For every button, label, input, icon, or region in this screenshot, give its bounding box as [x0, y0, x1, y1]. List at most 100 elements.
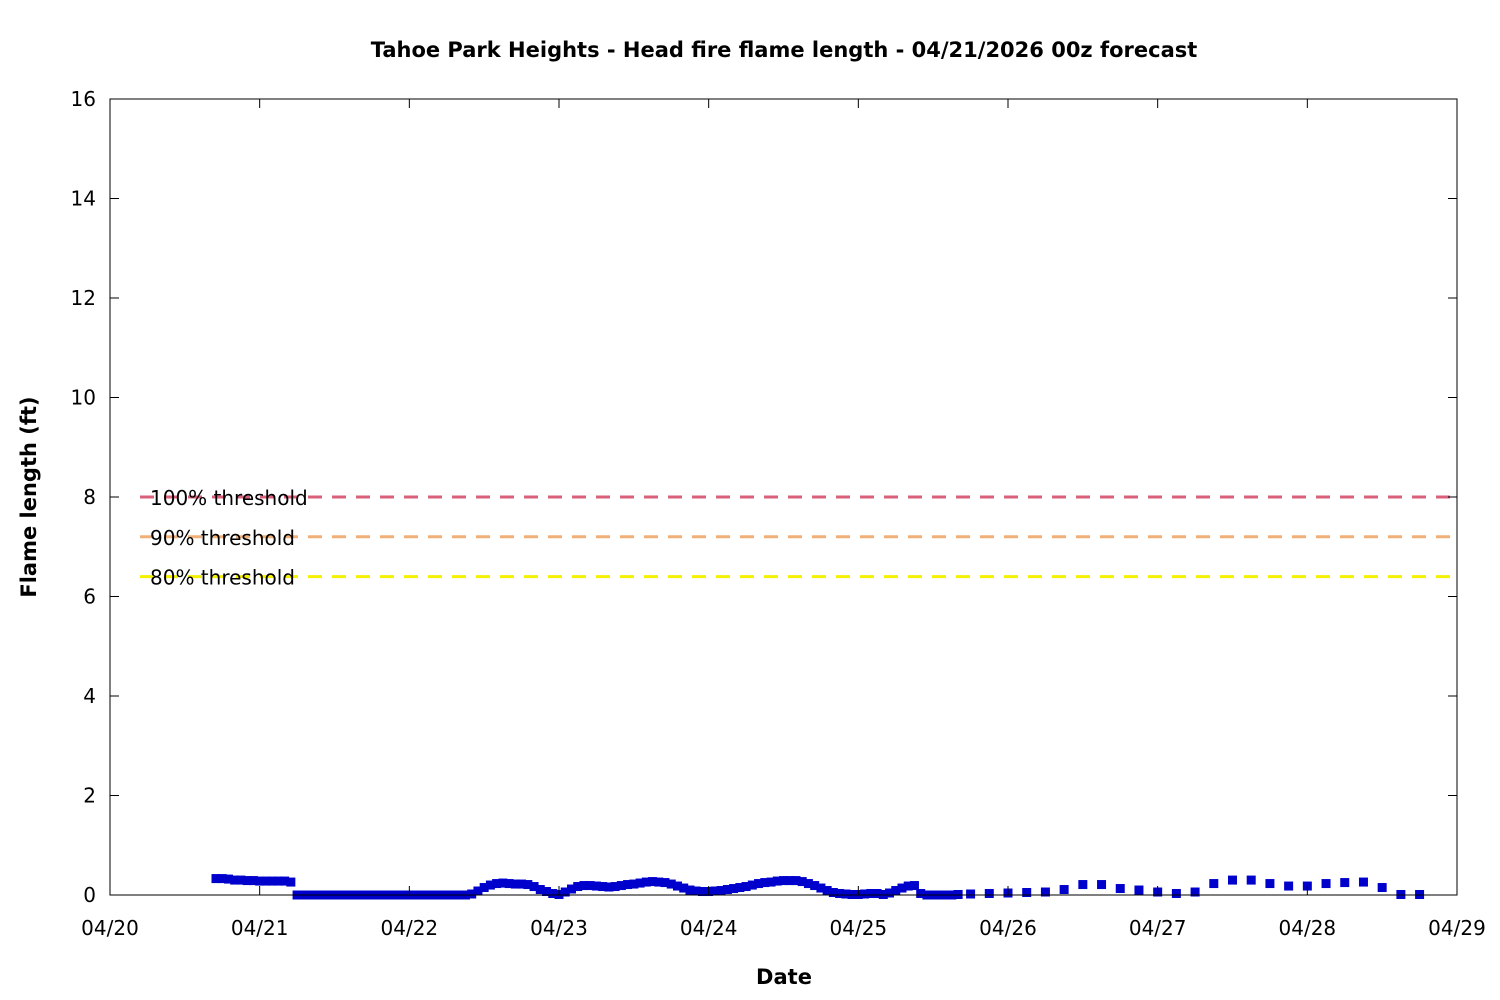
data-point — [741, 882, 751, 892]
y-axis: 0 2 4 6 8 10 12 14 16 — [71, 87, 1457, 907]
data-point — [1377, 883, 1387, 893]
y-tick-label: 4 — [83, 684, 96, 708]
data-point — [548, 889, 558, 899]
data-point — [897, 883, 907, 893]
data-point — [754, 879, 764, 889]
y-tick-label: 12 — [71, 286, 96, 310]
data-point — [604, 882, 614, 892]
data-point — [273, 876, 283, 886]
data-point — [560, 887, 570, 897]
x-tick-label: 04/26 — [979, 916, 1037, 940]
data-point — [772, 876, 782, 886]
x-tick-label: 04/23 — [530, 916, 588, 940]
y-tick-label: 8 — [83, 485, 96, 509]
data-point — [1078, 880, 1088, 890]
y-tick-label: 2 — [83, 784, 96, 808]
data-point — [1190, 887, 1200, 897]
data-point — [797, 877, 807, 887]
data-point — [835, 889, 845, 899]
data-point — [610, 882, 620, 892]
x-tick-label: 04/28 — [1279, 916, 1337, 940]
data-point — [616, 881, 626, 891]
threshold-lines: 100% threshold 90% threshold 80% threshold — [140, 486, 1453, 590]
data-point — [267, 876, 277, 886]
y-tick-label: 6 — [83, 585, 96, 609]
data-point — [623, 880, 633, 890]
data-point — [286, 877, 296, 887]
data-point — [492, 879, 502, 889]
data-point — [747, 880, 757, 890]
y-tick-label: 10 — [71, 386, 96, 410]
data-point — [654, 877, 664, 887]
data-point — [810, 881, 820, 891]
data-point — [791, 876, 801, 886]
data-point — [1228, 875, 1237, 885]
data-point — [685, 885, 695, 895]
threshold-label: 100% threshold — [150, 486, 308, 510]
data-point — [591, 881, 601, 891]
x-tick-label: 04/24 — [680, 916, 738, 940]
data-point — [872, 889, 882, 899]
data-point — [803, 879, 813, 889]
data-point — [666, 879, 676, 889]
data-point — [716, 886, 726, 896]
data-point — [885, 888, 895, 898]
data-point — [1358, 877, 1368, 887]
data-point — [498, 878, 508, 888]
y-tick-label: 0 — [83, 883, 96, 907]
data-point — [866, 889, 876, 899]
data-point — [248, 876, 258, 886]
data-point — [255, 876, 265, 886]
data-point — [1097, 880, 1107, 890]
data-point — [648, 877, 658, 887]
x-axis-label: Date — [756, 965, 812, 989]
data-point — [566, 884, 576, 894]
x-axis: 04/20 04/21 04/22 04/23 04/24 04/25 04/26 04/27… — [81, 99, 1486, 940]
data-point — [467, 889, 477, 899]
data-point — [517, 879, 527, 889]
data-point — [641, 877, 651, 887]
data-point — [510, 879, 520, 889]
data-point — [766, 877, 776, 887]
data-point — [691, 886, 701, 896]
data-point — [735, 883, 745, 893]
data-point — [822, 886, 832, 896]
data-point — [816, 883, 826, 893]
threshold-label: 90% threshold — [150, 526, 295, 550]
data-point — [697, 887, 707, 897]
x-tick-label: 04/21 — [231, 916, 289, 940]
data-point — [529, 882, 539, 892]
y-tick-label: 16 — [71, 87, 96, 111]
data-point — [535, 885, 545, 895]
data-point — [785, 876, 795, 886]
data-point — [542, 887, 552, 897]
data-point — [242, 876, 252, 886]
data-point — [660, 878, 670, 888]
x-tick-label: 04/25 — [830, 916, 888, 940]
y-tick-label: 14 — [71, 187, 96, 211]
data-point — [966, 889, 976, 899]
data-point — [585, 881, 595, 891]
x-tick-label: 04/27 — [1129, 916, 1187, 940]
data-point — [573, 882, 583, 892]
data-point — [760, 878, 770, 888]
data-point — [984, 889, 994, 899]
data-point — [1340, 878, 1350, 888]
data-point — [1134, 885, 1144, 895]
data-point — [710, 886, 720, 896]
chart-title: Tahoe Park Heights - Head fire flame len… — [371, 38, 1198, 62]
data-point — [909, 881, 919, 891]
data-point — [1171, 889, 1181, 899]
data-point — [903, 881, 913, 891]
data-point — [1209, 879, 1219, 889]
data-point — [629, 879, 639, 889]
data-point — [1022, 888, 1032, 898]
data-point — [635, 878, 645, 888]
series-points — [211, 874, 1425, 900]
x-tick-label: 04/20 — [81, 916, 139, 940]
data-point — [1284, 881, 1294, 891]
data-point — [860, 889, 870, 899]
data-point — [579, 881, 589, 891]
data-point — [479, 883, 489, 893]
